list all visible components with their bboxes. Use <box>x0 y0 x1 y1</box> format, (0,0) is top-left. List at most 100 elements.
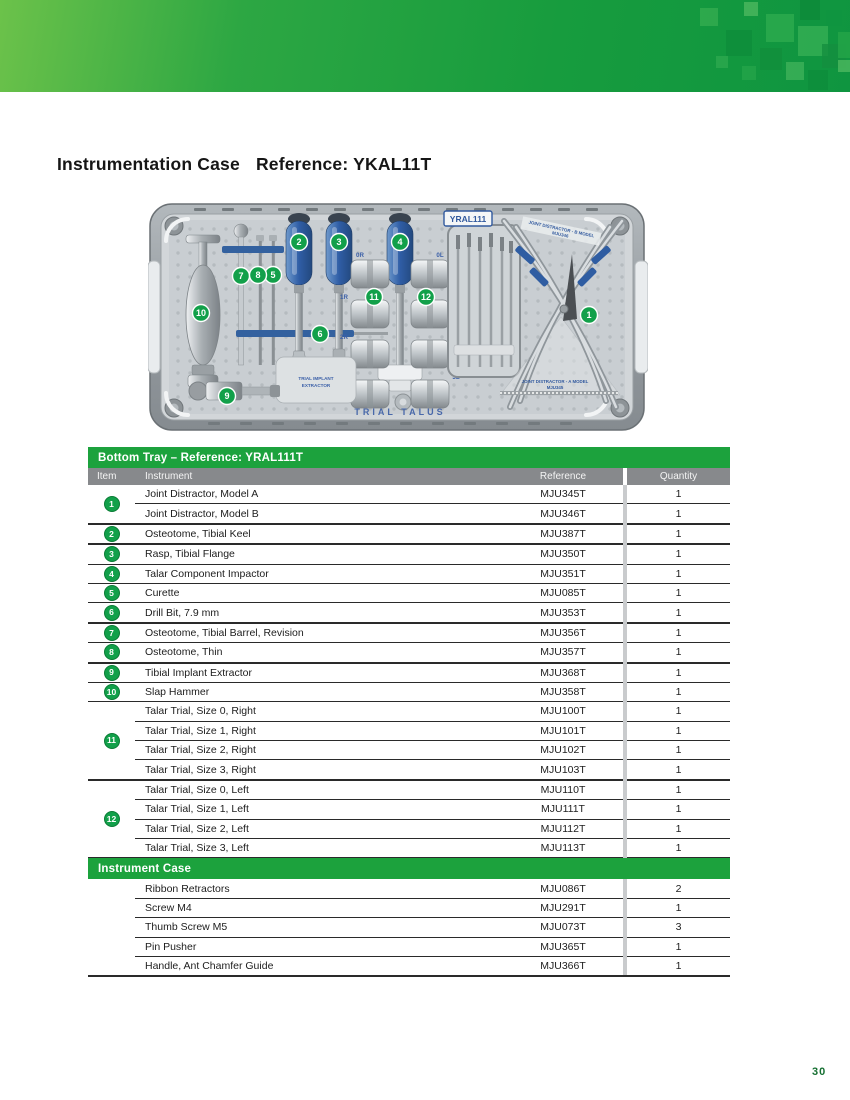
reference-cell: MJU086T <box>503 879 623 899</box>
instrument-cell: Talar Trial, Size 3, Left <box>135 838 503 859</box>
item-badge: 9 <box>103 664 120 681</box>
quantity-cell: 1 <box>627 759 730 781</box>
instrument-cell: Drill Bit, 7.9 mm <box>135 602 503 624</box>
svg-text:8: 8 <box>255 270 260 280</box>
page-number: 30 <box>812 1066 827 1078</box>
item-badge: 6 <box>103 604 120 621</box>
table-row: Talar Trial, Size 3, Right MJU103T 1 <box>88 759 730 781</box>
reference-cell: MJU100T <box>503 701 623 722</box>
svg-text:MJU345: MJU345 <box>547 385 564 390</box>
svg-text:JOINT DISTRACTOR - A MODEL: JOINT DISTRACTOR - A MODEL <box>522 379 589 384</box>
reference-cell: MJU112T <box>503 819 623 840</box>
item-badge: 7 <box>103 624 120 641</box>
reference-cell: MJU358T <box>503 682 623 703</box>
joint-distractors: JOINT DISTRACTOR - B MODEL MJU346 JOINT … <box>499 216 625 410</box>
quantity-cell: 1 <box>627 642 730 664</box>
column-header-row: Item Instrument Reference Quantity <box>88 468 730 485</box>
badge-3: 3 <box>329 232 349 252</box>
svg-text:7: 7 <box>238 271 243 281</box>
quantity-cell: 2 <box>627 879 730 899</box>
trial-label: 0L <box>436 252 443 259</box>
reference-cell: MJU110T <box>503 779 623 801</box>
quantity-cell: 1 <box>627 682 730 703</box>
instrument-cell: Talar Trial, Size 0, Right <box>135 701 503 722</box>
quantity-cell: 1 <box>627 721 730 742</box>
section-header-bottom-tray: Bottom Tray – Reference: YRAL111T <box>88 447 730 468</box>
tray-reference-plate: YRAL111 <box>443 210 493 227</box>
reference-cell: MJU368T <box>503 662 623 683</box>
reference-cell: MJU073T <box>503 917 623 938</box>
table-row: 11 Talar Trial, Size 0, Right MJU100T 1 <box>88 701 730 781</box>
instrument-cell: Ribbon Retractors <box>135 879 503 899</box>
left-latch <box>147 260 161 374</box>
trial-label: 0R <box>356 252 364 259</box>
table-row: 3 Rasp, Tibial Flange MJU350T 1 <box>88 544 730 565</box>
badge-11: 11 <box>364 287 384 307</box>
badge-4: 4 <box>390 232 410 252</box>
badge-10: 10 <box>191 303 211 323</box>
badge-1: 1 <box>579 305 599 325</box>
reference-cell: MJU356T <box>503 622 623 644</box>
instrument-cell: Rasp, Tibial Flange <box>135 544 503 565</box>
instrument-cell: Slap Hammer <box>135 682 503 703</box>
instrument-cell: Talar Component Impactor <box>135 564 503 584</box>
badge-6: 6 <box>310 324 330 344</box>
instrument-cell: Osteotome, Tibial Keel <box>135 523 503 546</box>
quantity-cell: 1 <box>627 898 730 919</box>
reference-cell: MJU366T <box>503 956 623 978</box>
table-row: 8 Osteotome, Thin MJU357T 1 <box>88 642 730 664</box>
table-row: 1 Joint Distractor, Model A MJU345T 1 <box>88 485 730 525</box>
quantity-cell: 1 <box>627 819 730 840</box>
svg-text:3: 3 <box>336 237 341 247</box>
svg-text:12: 12 <box>421 292 431 302</box>
reference-cell: MJU111T <box>503 799 623 820</box>
header-banner <box>0 0 850 92</box>
quantity-cell: 1 <box>627 740 730 761</box>
item-badge: 4 <box>103 565 120 582</box>
table-row: Talar Trial, Size 1, Right MJU101T 1 <box>88 721 730 742</box>
item-badge: 8 <box>103 644 120 661</box>
distractor-a-label: JOINT DISTRACTOR - A MODEL MJU345 <box>522 379 589 390</box>
badge-5: 5 <box>263 265 283 285</box>
table-row: Talar Trial, Size 2, Left MJU112T 1 <box>88 819 730 840</box>
reference-cell: MJU350T <box>503 544 623 565</box>
table-row: 5 Curette MJU085T 1 <box>88 583 730 604</box>
instrument-cell: Tibial Implant Extractor <box>135 662 503 683</box>
section-header-instrument-case: Instrument Case <box>88 857 730 880</box>
instrument-cell: Talar Trial, Size 2, Left <box>135 819 503 840</box>
svg-text:11: 11 <box>369 292 379 302</box>
table-row: Thumb Screw M5 MJU073T 3 <box>88 917 730 938</box>
badge-12: 12 <box>416 287 436 307</box>
table-row: Joint Distractor, Model B MJU346T 1 <box>88 503 730 525</box>
instrument-cell: Talar Trial, Size 0, Left <box>135 779 503 801</box>
table-row: 2 Osteotome, Tibial Keel MJU387T 1 <box>88 523 730 546</box>
instrument-cell: Osteotome, Thin <box>135 642 503 664</box>
reference-cell: MJU357T <box>503 642 623 664</box>
reference-cell: MJU291T <box>503 898 623 919</box>
reference-cell: MJU113T <box>503 838 623 859</box>
table-row: 9 Tibial Implant Extractor MJU368T 1 <box>88 662 730 683</box>
reference-cell: MJU103T <box>503 759 623 781</box>
quantity-cell: 1 <box>627 583 730 604</box>
table-row: Screw M4 MJU291T 1 <box>88 898 730 919</box>
item-badge: 12 <box>103 811 120 828</box>
quantity-cell: 1 <box>627 485 730 505</box>
plate-label: YRAL111 <box>450 214 487 224</box>
instrument-cell: Talar Trial, Size 1, Right <box>135 721 503 742</box>
table-row: 7 Osteotome, Tibial Barrel, Revision MJU… <box>88 622 730 644</box>
extractor-label-line2: EXTRACTOR <box>302 383 331 388</box>
retractor-compartment <box>447 224 521 378</box>
trial-label: 1R <box>340 294 348 301</box>
reference-cell: MJU387T <box>503 523 623 546</box>
tray-illustration: 0R 1R 2R 3R 0L 1L 2L 3L TRIAL TALUS <box>147 203 649 431</box>
talar-trials: 0R 1R 2R 3R 0L 1L 2L 3L TRIAL TALUS <box>340 252 460 417</box>
trial-label: 2R <box>340 334 348 341</box>
instrument-cell: Pin Pusher <box>135 937 503 957</box>
instrument-cell: Thumb Screw M5 <box>135 917 503 938</box>
reference-cell: MJU351T <box>503 564 623 584</box>
section-title: Bottom Tray – Reference: YRAL111T <box>88 447 730 468</box>
instrument-cell: Screw M4 <box>135 898 503 919</box>
item-badge: 5 <box>103 585 120 602</box>
instrument-cell: Curette <box>135 583 503 604</box>
instrument-table: Bottom Tray – Reference: YRAL111T Item I… <box>88 447 730 978</box>
